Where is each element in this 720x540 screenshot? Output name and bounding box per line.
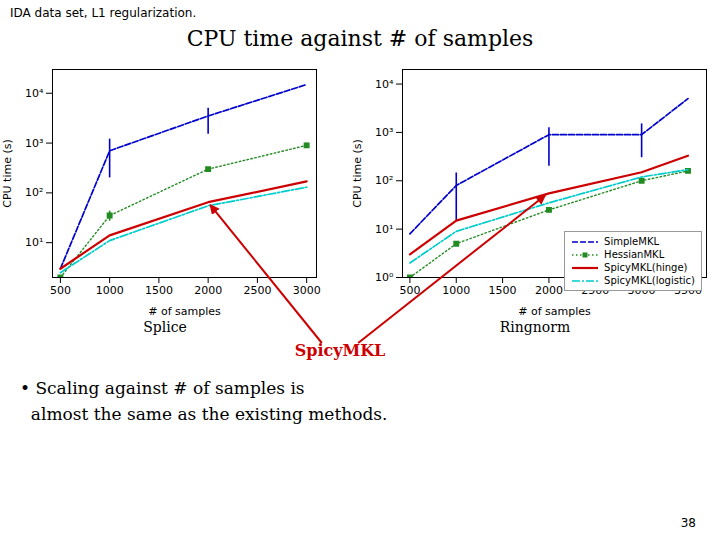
svg-text:1500: 1500 (145, 284, 173, 297)
svg-text:10¹: 10¹ (25, 236, 43, 249)
svg-text:10⁴: 10⁴ (375, 78, 394, 91)
svg-text:1000: 1000 (442, 284, 470, 297)
svg-text:# of samples: # of samples (518, 305, 591, 318)
html-text:HessianMKL: HessianMKL (604, 249, 665, 260)
svg-text:10³: 10³ (25, 137, 43, 150)
svg-text:1500: 1500 (489, 284, 517, 297)
svg-text:2000: 2000 (535, 284, 563, 297)
svg-text:1000: 1000 (96, 284, 124, 297)
html-text:almost the same as the existin: almost the same as the existing methods. (20, 404, 388, 424)
svg-text:500: 500 (50, 284, 71, 297)
svg-text:2000: 2000 (194, 284, 222, 297)
svg-text:10²: 10² (25, 186, 43, 199)
html-text:SpicyMKL(hinge): SpicyMKL(hinge) (604, 262, 688, 273)
html-text:SpicyMKL(logistic): SpicyMKL(logistic) (604, 275, 695, 286)
svg-text:3000: 3000 (293, 284, 321, 297)
html-text:• Scaling against # of samples: • Scaling against # of samples is (20, 378, 305, 398)
svg-text:10⁴: 10⁴ (25, 87, 44, 100)
html-text:SpicyMKL: SpicyMKL (294, 341, 386, 360)
svg-text:10³: 10³ (375, 126, 393, 139)
html-text:Splice: Splice (143, 319, 187, 335)
html-text:SimpleMKL: SimpleMKL (604, 236, 659, 247)
svg-text:CPU time (s): CPU time (s) (351, 139, 364, 208)
html-text:IDA data set, L1 regularizatio: IDA data set, L1 regularization. (10, 6, 197, 20)
html-text:38: 38 (680, 516, 696, 530)
svg-text:2500: 2500 (243, 284, 271, 297)
svg-text:10¹: 10¹ (375, 223, 393, 236)
svg-text:# of samples: # of samples (148, 305, 221, 318)
svg-text:CPU time (s): CPU time (s) (1, 139, 14, 208)
svg-text:10²: 10² (375, 174, 393, 187)
html-text:Ringnorm: Ringnorm (499, 319, 571, 335)
html-text:CPU time against # of samples: CPU time against # of samples (186, 26, 534, 51)
svg-text:10⁰: 10⁰ (375, 271, 394, 284)
svg-text:500: 500 (399, 284, 420, 297)
